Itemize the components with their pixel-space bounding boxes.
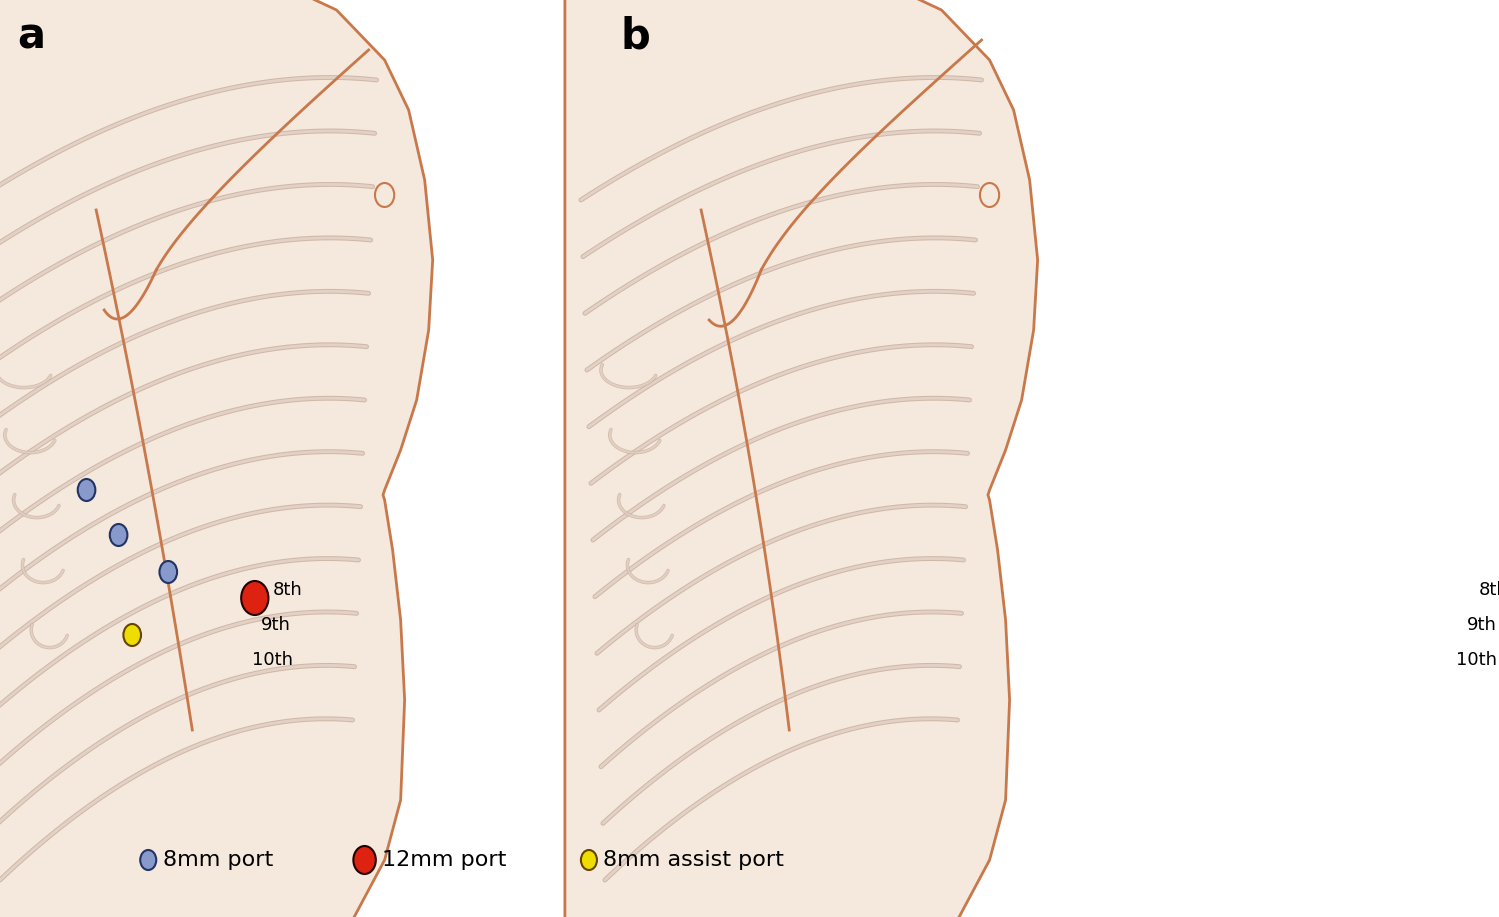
Circle shape <box>141 850 156 870</box>
Polygon shape <box>565 0 1037 917</box>
Circle shape <box>1366 547 1384 569</box>
Text: 8th: 8th <box>273 581 303 599</box>
Text: b: b <box>621 15 651 57</box>
Circle shape <box>582 850 597 870</box>
Text: 8mm port: 8mm port <box>163 850 273 870</box>
Circle shape <box>159 561 177 583</box>
Circle shape <box>123 624 141 646</box>
Text: 12mm port: 12mm port <box>382 850 507 870</box>
Circle shape <box>109 524 127 546</box>
Circle shape <box>354 846 376 874</box>
Text: 9th: 9th <box>261 616 291 634</box>
Text: a: a <box>18 15 45 57</box>
Circle shape <box>241 581 268 615</box>
Text: 8th: 8th <box>1478 581 1499 599</box>
Text: 9th: 9th <box>1468 616 1498 634</box>
Text: 10th: 10th <box>1456 651 1498 669</box>
Circle shape <box>1321 541 1348 575</box>
Circle shape <box>1340 627 1358 649</box>
Text: 8mm assist port: 8mm assist port <box>604 850 784 870</box>
Text: 10th: 10th <box>252 651 294 669</box>
Circle shape <box>1447 581 1475 615</box>
Circle shape <box>1294 479 1310 501</box>
Polygon shape <box>0 0 433 917</box>
Circle shape <box>78 479 96 501</box>
